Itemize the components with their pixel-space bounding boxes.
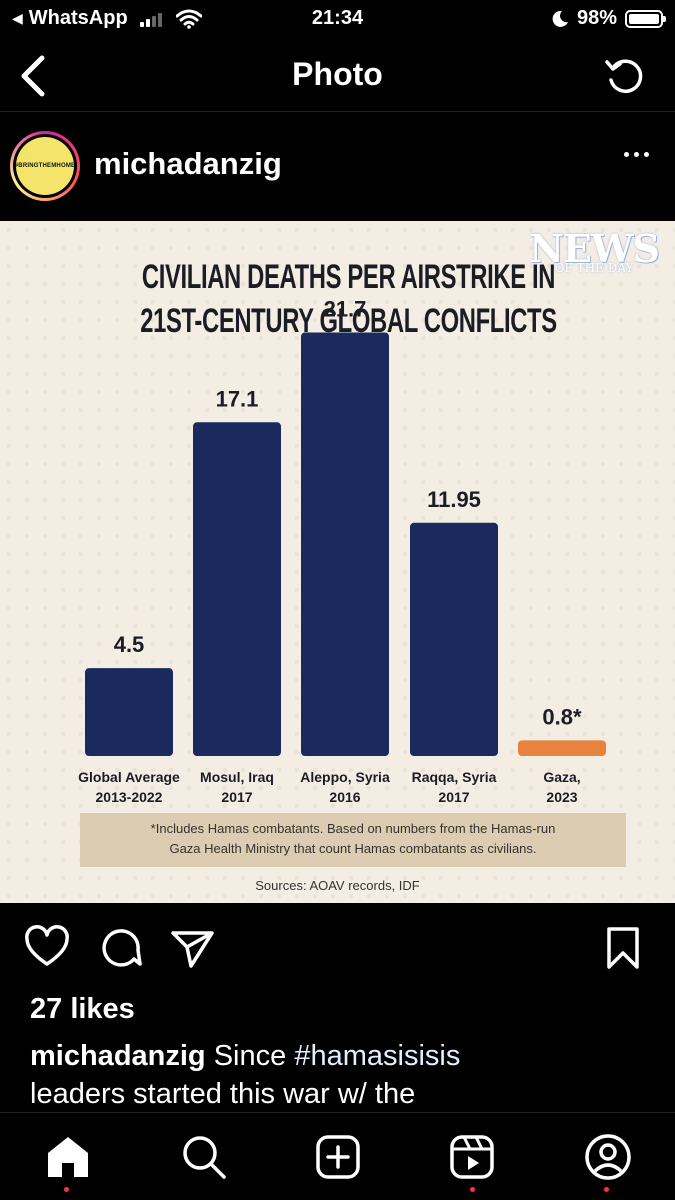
bottom-tab-bar xyxy=(0,1112,675,1200)
post-caption: michadanzig Since #hamasisisis leaders s… xyxy=(30,1037,650,1113)
wifi-icon xyxy=(175,9,202,29)
category-label-1-0: Mosul, Iraq xyxy=(200,769,274,785)
post-image[interactable]: NEWS OF THE DAY CIVILIAN DEATHS PER AIRS… xyxy=(0,221,675,903)
sources-text: Sources: AOAV records, IDF xyxy=(255,878,420,893)
category-label-4-1: 2023 xyxy=(546,789,577,805)
search-icon[interactable] xyxy=(180,1133,228,1181)
category-label-2-1: 2016 xyxy=(329,789,360,805)
profile-icon[interactable] xyxy=(584,1133,632,1181)
footnote-line2: Gaza Health Ministry that count Hamas co… xyxy=(169,841,537,856)
category-label-4-0: Gaza, xyxy=(543,769,580,785)
refresh-icon[interactable] xyxy=(603,54,647,98)
bar-chart: 4.5 Global Average 2013-2022 17.1 Mosul, Ira… xyxy=(78,297,606,805)
value-label-1: 17.1 xyxy=(216,386,259,411)
category-label-0-1: 2013-2022 xyxy=(96,789,163,805)
profile-notification-dot xyxy=(604,1187,609,1192)
caption-line2: leaders started this war w/ the xyxy=(30,1078,416,1110)
home-icon[interactable] xyxy=(44,1133,92,1181)
value-label-4: 0.8* xyxy=(542,704,582,729)
value-label-0: 4.5 xyxy=(114,632,145,657)
post-header: #BRINGTHEMHOME michadanzig xyxy=(0,118,675,214)
bookmark-icon[interactable] xyxy=(600,925,646,971)
news-logo: NEWS OF THE DAY xyxy=(529,226,660,276)
bar-2 xyxy=(301,332,389,756)
logo-sub-text: OF THE DAY xyxy=(554,261,634,275)
footnote-line1: *Includes Hamas combatants. Based on num… xyxy=(150,821,556,836)
cellular-signal-icon xyxy=(139,11,162,27)
chevron-left-icon[interactable] xyxy=(14,54,54,98)
avatar[interactable]: #BRINGTHEMHOME xyxy=(10,131,80,201)
bar-4 xyxy=(518,740,606,756)
comment-icon[interactable] xyxy=(97,925,143,971)
bar-0 xyxy=(85,668,173,756)
moon-icon xyxy=(552,10,568,27)
avatar-text: #BRINGTHEMHOME xyxy=(14,163,76,169)
value-label-3: 11.95 xyxy=(427,487,481,512)
page-title: Photo xyxy=(292,56,383,92)
reels-notification-dot xyxy=(470,1187,475,1192)
heart-icon[interactable] xyxy=(24,925,70,971)
navigation-bar: Photo xyxy=(0,40,675,112)
back-app-label: WhatsApp xyxy=(28,7,128,29)
logo-main-text: NEWS xyxy=(529,226,660,271)
back-triangle-icon: ◀ xyxy=(12,10,23,26)
category-label-3-0: Raqqa, Syria xyxy=(412,769,497,785)
create-icon[interactable] xyxy=(314,1133,362,1181)
back-to-app-link[interactable]: ◀ WhatsApp xyxy=(12,7,202,30)
ellipsis-icon[interactable] xyxy=(624,152,649,157)
caption-hashtag[interactable]: #hamasisisis xyxy=(294,1040,461,1072)
post-username[interactable]: michadanzig xyxy=(94,146,282,181)
status-bar: ◀ WhatsApp 21:34 98% xyxy=(0,0,675,40)
category-label-1-1: 2017 xyxy=(221,789,252,805)
battery-icon xyxy=(625,9,666,28)
reels-icon[interactable] xyxy=(448,1133,496,1181)
footnote-box: *Includes Hamas combatants. Based on num… xyxy=(80,813,626,867)
caption-username[interactable]: michadanzig xyxy=(30,1040,206,1072)
bar-3 xyxy=(410,522,498,756)
category-label-0-0: Global Average xyxy=(78,769,180,785)
home-notification-dot xyxy=(64,1187,69,1192)
post-actions xyxy=(0,905,675,990)
bar-1 xyxy=(193,422,281,756)
clock: 21:34 xyxy=(311,7,364,29)
category-label-2-0: Aleppo, Syria xyxy=(300,769,390,785)
send-icon[interactable] xyxy=(170,925,216,971)
battery-percent: 98% xyxy=(576,7,617,29)
caption-text-pre: Since xyxy=(205,1040,295,1072)
value-label-2: 21.7 xyxy=(324,297,367,322)
category-label-3-1: 2017 xyxy=(438,789,469,805)
chart-title-line1: CIVILIAN DEATHS PER AIRSTRIKE IN xyxy=(141,258,556,296)
likes-count[interactable]: 27 likes xyxy=(30,993,135,1025)
